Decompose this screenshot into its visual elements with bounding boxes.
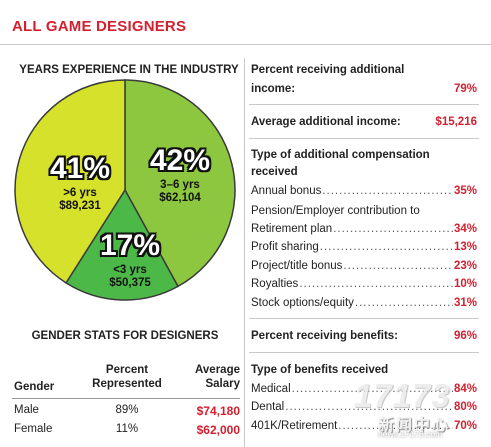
average-income-value: $15,216 bbox=[435, 116, 477, 128]
gender-cell: Female bbox=[14, 423, 53, 435]
section-divider bbox=[249, 104, 479, 105]
list-item-value: 10% bbox=[453, 278, 477, 290]
list-item-label: Retirement plan bbox=[251, 223, 333, 235]
benefits-types-title: Type of benefits received bbox=[251, 364, 389, 376]
list-item-value: 13% bbox=[453, 241, 477, 253]
list-item-label: Stock options/equity bbox=[251, 297, 354, 309]
list-item-label: Profit sharing bbox=[251, 241, 319, 253]
table-row: Female 11% $62,000 bbox=[0, 423, 244, 439]
slice-range: <3 yrs bbox=[113, 264, 147, 276]
dot-leader bbox=[292, 383, 453, 395]
dot-leader bbox=[338, 420, 453, 432]
list-item-label: Project/title bonus bbox=[251, 260, 343, 272]
list-item: Royalties 10% bbox=[251, 278, 477, 293]
additional-income-label-line2: income: bbox=[251, 83, 296, 95]
list-item-label: Medical bbox=[251, 383, 291, 395]
salary-column-header: Average Salary bbox=[195, 364, 240, 391]
list-item: 401K/Retirement 70% bbox=[251, 420, 477, 435]
dot-leader bbox=[285, 401, 453, 413]
gender-column-header: Gender bbox=[14, 381, 55, 393]
percent-column-header: Percent Represented bbox=[92, 364, 162, 391]
list-item: Medical 84% bbox=[251, 383, 477, 398]
slice-percent: 41% bbox=[49, 152, 111, 185]
list-item-value: 23% bbox=[453, 260, 477, 272]
list-item: Project/title bonus 23% bbox=[251, 260, 477, 275]
section-divider bbox=[249, 352, 479, 353]
list-item-value: 80% bbox=[453, 401, 477, 413]
column-divider bbox=[244, 58, 245, 447]
experience-chart-title: YEARS EXPERIENCE IN THE INDUSTRY bbox=[19, 64, 239, 76]
list-item: Stock options/equity 31% bbox=[251, 297, 477, 312]
section-divider bbox=[249, 318, 479, 319]
slice-salary: $62,104 bbox=[159, 192, 201, 205]
dot-leader bbox=[322, 185, 453, 197]
list-item-value: 84% bbox=[453, 383, 477, 395]
list-item-value: 35% bbox=[453, 185, 477, 197]
slice-percent: 42% bbox=[149, 144, 211, 177]
top-divider bbox=[0, 44, 491, 45]
slice-label-under-3-yrs: 17% <3 yrs $50,375 bbox=[80, 231, 180, 290]
average-income-label: Average additional income: bbox=[251, 116, 401, 128]
slice-range: 3–6 yrs bbox=[160, 179, 200, 191]
list-item-label: Annual bonus bbox=[251, 185, 322, 197]
list-item-value: 34% bbox=[453, 223, 477, 235]
list-item: Dental 80% bbox=[251, 401, 477, 416]
salary-cell: $62,000 bbox=[196, 423, 240, 437]
benefits-label: Percent receiving benefits: bbox=[251, 330, 398, 342]
section-divider bbox=[249, 138, 479, 139]
compensation-title-line2: received bbox=[251, 166, 298, 178]
list-item: Profit sharing 13% bbox=[251, 241, 477, 256]
list-item-label: Royalties bbox=[251, 278, 299, 290]
dot-leader bbox=[333, 223, 453, 235]
gender-section-title: GENDER STATS FOR DESIGNERS bbox=[31, 330, 219, 342]
list-item-label: 401K/Retirement bbox=[251, 420, 338, 432]
slice-percent: 17% bbox=[99, 229, 161, 262]
gender-cell: Male bbox=[14, 404, 39, 416]
list-item: Retirement plan 34% bbox=[251, 223, 477, 238]
slice-range: >6 yrs bbox=[63, 187, 97, 199]
salary-cell: $74,180 bbox=[196, 404, 240, 418]
table-row: Male 89% $74,180 bbox=[0, 404, 244, 420]
list-item-value: 70% bbox=[453, 420, 477, 432]
additional-income-value: 79% bbox=[453, 83, 477, 95]
slice-label-3-6-yrs: 42% 3–6 yrs $62,104 bbox=[130, 146, 230, 205]
page-title: ALL GAME DESIGNERS bbox=[12, 18, 187, 35]
dot-leader bbox=[355, 297, 453, 309]
percent-cell: 11% bbox=[115, 423, 139, 435]
percent-cell: 89% bbox=[115, 404, 139, 416]
list-item-value: 31% bbox=[453, 297, 477, 309]
slice-salary: $50,375 bbox=[109, 277, 151, 290]
slice-label-over-6-yrs: 41% >6 yrs $89,231 bbox=[30, 154, 130, 213]
list-item: Annual bonus 35% bbox=[251, 185, 477, 200]
list-item-label: Dental bbox=[251, 401, 285, 413]
benefits-value: 96% bbox=[453, 330, 477, 342]
additional-income-label-line1: Percent receiving additional bbox=[251, 64, 405, 76]
compensation-title-line1: Type of additional compensation bbox=[251, 149, 430, 161]
dot-leader bbox=[299, 278, 453, 290]
gender-table-rule bbox=[12, 398, 240, 399]
dot-leader bbox=[320, 241, 453, 253]
slice-salary: $89,231 bbox=[59, 200, 101, 213]
dot-leader bbox=[343, 260, 453, 272]
list-item-label: Pension/Employer contribution to bbox=[251, 205, 420, 217]
